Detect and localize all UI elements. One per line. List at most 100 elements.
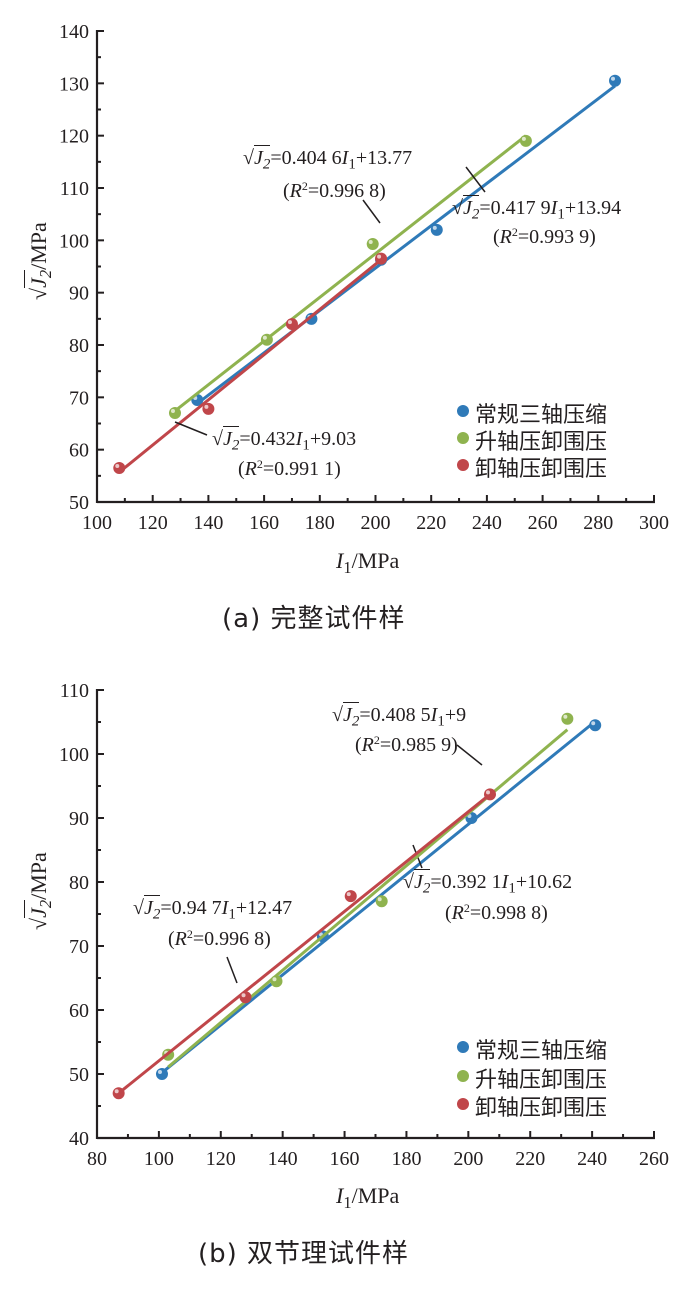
x-tick-label: 300 xyxy=(639,512,669,534)
symbol: √ xyxy=(243,147,254,169)
fit-coefficient: 0.404 6 xyxy=(281,147,342,169)
symbol: 2 xyxy=(422,880,431,897)
data-point-highlight xyxy=(170,409,175,414)
data-point-green xyxy=(519,134,532,147)
x-tick-label: 120 xyxy=(138,512,168,534)
sqrt-j2: J2 xyxy=(413,869,431,896)
symbol: ) xyxy=(334,458,341,481)
x-var-sub: 1 xyxy=(343,557,352,577)
data-point-highlight xyxy=(368,239,373,244)
symbol: 1 xyxy=(557,206,565,223)
data-point-green xyxy=(561,712,574,725)
symbol: √ xyxy=(26,917,51,930)
data-point-red xyxy=(239,991,252,1004)
x-tick-label: 260 xyxy=(639,1148,669,1170)
annotation-leader xyxy=(362,199,381,224)
x-tick-label: 240 xyxy=(577,1148,607,1170)
y-axis-title: √J2/MPa xyxy=(24,852,56,930)
r-squared-value: 0.996 8 xyxy=(204,928,265,951)
annotation-leader xyxy=(465,166,486,193)
y-tick-label: 60 xyxy=(69,1000,89,1022)
legend-label: 卸轴压卸围压 xyxy=(475,1096,608,1121)
data-point-red xyxy=(483,788,496,801)
symbol: = xyxy=(192,928,205,951)
data-point-highlight xyxy=(346,892,351,897)
symbol: = xyxy=(307,180,320,203)
symbol: 2 xyxy=(471,206,480,223)
x-tick-label: 280 xyxy=(583,512,613,534)
symbol: = xyxy=(160,897,172,919)
symbol: = xyxy=(262,458,275,481)
symbol: 2 xyxy=(256,457,263,471)
y-var-sub: 2 xyxy=(35,269,55,279)
x-unit: /MPa xyxy=(351,1183,400,1208)
fit-intercept: +12.47 xyxy=(235,897,293,919)
sqrt-j2: J2 xyxy=(24,899,55,918)
symbol: 1 xyxy=(228,906,236,923)
x-tick-label: 80 xyxy=(87,1148,107,1170)
symbol: 2 xyxy=(262,156,271,173)
annotation-leader xyxy=(226,956,238,984)
y-tick-label: 70 xyxy=(69,387,89,409)
symbol: 2 xyxy=(152,906,161,923)
symbol: √ xyxy=(452,197,463,219)
x-tick-label: 200 xyxy=(453,1148,483,1170)
figure-caption: (b) 双节理试件样 xyxy=(198,1239,410,1269)
y-tick-label: 100 xyxy=(59,230,89,252)
y-tick-label: 140 xyxy=(59,21,89,43)
r-squared-value: 0.993 9 xyxy=(529,226,590,249)
fit-line-red xyxy=(118,258,383,474)
legend-label: 常规三轴压缩 xyxy=(475,1039,608,1064)
legend-marker-red xyxy=(457,1098,469,1110)
data-point-red xyxy=(375,252,388,265)
x-tick-label: 140 xyxy=(193,512,223,534)
x-tick-label: 220 xyxy=(515,1148,545,1170)
data-point-green xyxy=(375,895,388,908)
data-point-highlight xyxy=(262,335,267,340)
x-unit: /MPa xyxy=(351,548,400,573)
x-axis-title: I1/MPa xyxy=(336,1183,399,1213)
symbol: ( xyxy=(283,180,290,203)
x-var-sub: 1 xyxy=(343,1192,352,1212)
symbol: = xyxy=(469,902,482,925)
symbol: ( xyxy=(168,928,175,951)
symbol: 2 xyxy=(301,179,308,193)
y-tick-label: 110 xyxy=(60,680,89,702)
symbol: ( xyxy=(445,902,452,925)
symbol: = xyxy=(517,226,530,249)
y-tick-label: 80 xyxy=(69,872,89,894)
symbol: 2 xyxy=(231,437,240,454)
y-var: J xyxy=(26,278,51,288)
fit-intercept: +13.94 xyxy=(564,197,622,219)
symbol: = xyxy=(359,704,371,726)
sqrt-j2: J2 xyxy=(253,145,271,172)
fit-line-green xyxy=(174,134,527,413)
fit-equation: √J2=0.404 6I1+13.77 xyxy=(243,145,412,173)
legend-marker-green xyxy=(457,432,469,444)
sqrt-j2: J2 xyxy=(342,702,360,729)
symbol: I xyxy=(430,704,438,726)
y-tick-label: 90 xyxy=(69,808,89,830)
fit-r-squared: (R2=0.985 9) xyxy=(355,734,458,755)
symbol: ) xyxy=(541,902,548,925)
data-point-highlight xyxy=(115,463,120,468)
symbol: J xyxy=(413,871,423,893)
symbol: √ xyxy=(133,897,144,919)
y-unit: /MPa xyxy=(26,222,51,270)
x-tick-label: 200 xyxy=(361,512,391,534)
x-tick-label: 180 xyxy=(305,512,335,534)
legend-label: 卸轴压卸围压 xyxy=(475,457,608,482)
symbol: J xyxy=(143,897,153,919)
data-point-blue xyxy=(609,74,622,87)
data-point-blue xyxy=(589,719,602,732)
fit-coefficient: 0.94 7 xyxy=(171,897,222,919)
data-point-green xyxy=(366,237,379,250)
symbol: ) xyxy=(451,734,458,757)
data-point-highlight xyxy=(611,76,616,81)
data-point-blue xyxy=(430,223,443,236)
y-tick-label: 50 xyxy=(69,1064,89,1086)
x-tick-label: 240 xyxy=(472,512,502,534)
data-point-highlight xyxy=(591,721,596,726)
symbol: ) xyxy=(264,928,271,951)
